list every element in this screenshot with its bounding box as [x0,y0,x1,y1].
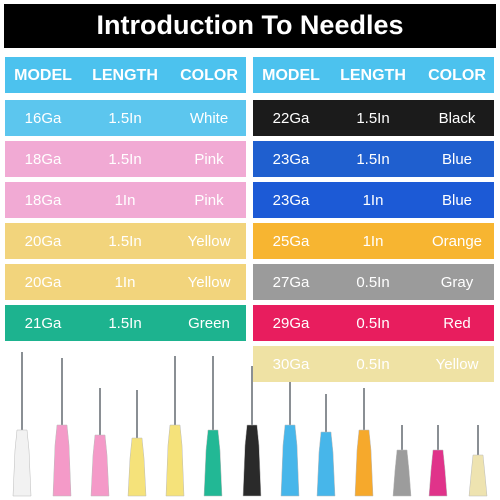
header-row [5,57,246,93]
header-row [253,57,494,93]
table-row-cell: 21Ga [25,315,62,332]
table-row-cell: 1.5In [108,151,141,168]
table-row-cell: Blue [442,192,472,209]
table-row-cell: Black [439,110,476,127]
table-row-cell: 1In [363,192,384,209]
header-row-cell: LENGTH [340,67,406,84]
needle-hub [90,434,110,497]
needle-hub [127,437,147,497]
table-row-cell: 1In [363,233,384,250]
needle-hub [468,454,488,497]
table-row-cell: Yellow [188,274,231,291]
needles [12,352,488,497]
table-row-cell: Yellow [436,356,479,373]
table-row [253,264,494,300]
table-row [5,264,246,300]
table-row-cell: 1.5In [108,110,141,127]
table-row-cell: 20Ga [25,233,62,250]
table-row-cell: 30Ga [273,356,310,373]
table-row-cell: 18Ga [25,192,62,209]
table-row-cell: 0.5In [356,356,389,373]
needle-hub [165,424,185,497]
needle-hub [203,429,223,497]
needle-hub [316,431,336,497]
table-row [5,223,246,259]
table-row-cell: 20Ga [25,274,62,291]
table-row-cell: 1In [115,192,136,209]
needle-hub [428,449,448,497]
table-row [5,305,246,341]
table-row-cell: 23Ga [273,192,310,209]
table-row [5,100,246,136]
table-row-cell: 1.5In [108,233,141,250]
needle-hub [12,429,32,497]
table-row-cell: Yellow [188,233,231,250]
table-row [5,141,246,177]
table-row-cell: 23Ga [273,151,310,168]
table-row-cell: Green [188,315,230,332]
table-row-cell: 18Ga [25,151,62,168]
table-row [5,182,246,218]
needle-hub [280,424,300,497]
header-row-cell: COLOR [428,67,486,84]
table-row-cell: 1.5In [356,110,389,127]
table-row-cell: 0.5In [356,274,389,291]
header-row-cell: MODEL [14,67,72,84]
table-row-cell: 1In [115,274,136,291]
table-row-cell: 29Ga [273,315,310,332]
table-row-cell: 1.5In [108,315,141,332]
table-row [253,223,494,259]
table-row-cell: 25Ga [273,233,310,250]
table-row-cell: 1.5In [356,151,389,168]
needle-hub [52,424,72,497]
table-row [253,141,494,177]
header-row-cell: LENGTH [92,67,158,84]
needle-hub [392,449,412,497]
table-row [253,305,494,341]
table-row-cell: 16Ga [25,110,62,127]
table-row-cell: 27Ga [273,274,310,291]
needle-hub [242,424,262,497]
table-row-cell: Blue [442,151,472,168]
title-bar [4,4,496,48]
table-row-cell: White [190,110,228,127]
table-row-cell: 22Ga [273,110,310,127]
table-row [253,100,494,136]
table-row-cell: 0.5In [356,315,389,332]
table-row-cell: Pink [194,192,224,209]
header-row-cell: COLOR [180,67,238,84]
table-row [253,182,494,218]
table-row-cell: Red [443,315,471,332]
needle-hub [354,429,374,497]
table-row-cell: Orange [432,233,482,250]
header-row-cell: MODEL [262,67,320,84]
title: Introduction To Needles [96,10,403,40]
table-row [253,346,494,382]
table-row-cell: Pink [194,151,224,168]
table-row-cell: Gray [441,274,474,291]
